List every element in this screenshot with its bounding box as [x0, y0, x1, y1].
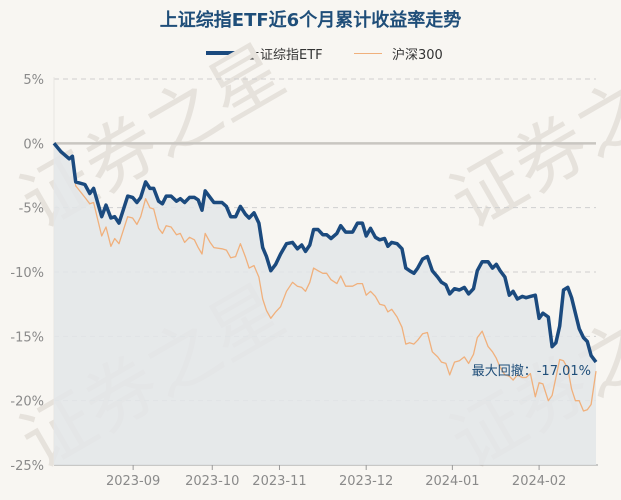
chart-legend: 上证综指ETF 沪深300: [0, 42, 621, 64]
x-tick-label: 2023-11: [252, 474, 306, 489]
legend-label-etf: 上证综指ETF: [247, 47, 323, 63]
legend-swatch-etf: [206, 51, 236, 55]
y-tick-label: -5%: [19, 202, 44, 217]
x-tick-label: 2024-02: [512, 474, 566, 489]
x-axis: 2023-09 2023-10 2023-11 2023-12 2024-01 2024-…: [53, 77, 598, 489]
y-tick-label: -10%: [10, 266, 44, 281]
x-tick-label: 2024-01: [425, 474, 479, 489]
max-drawdown-annotation: 最大回撤：-17.01%: [472, 363, 591, 379]
y-tick-label: 5%: [23, 73, 44, 88]
y-tick-label: -20%: [10, 395, 44, 410]
csi300-line: [53, 142, 597, 412]
legend-item-etf[interactable]: 上证综指ETF: [206, 42, 323, 64]
chart-title: 上证综指ETF近6个月累计收益率走势: [159, 10, 462, 31]
etf-line: [52, 142, 598, 364]
x-tick-label: 2023-12: [339, 474, 393, 489]
etf-area-fill: [54, 143, 596, 466]
legend-label-csi300: 沪深300: [392, 47, 443, 63]
y-tick-label: -15%: [10, 330, 44, 345]
legend-swatch-csi300: [354, 52, 382, 54]
y-tick-label: -25%: [10, 459, 44, 474]
x-tick-label: 2023-09: [106, 474, 160, 489]
x-tick-label: 2023-10: [185, 474, 239, 489]
y-axis: 5% 0% -5% -10% -15% -20% -25%: [10, 73, 44, 474]
legend-item-csi300[interactable]: 沪深300: [354, 42, 443, 64]
watermark-text: 证券之星: [437, 28, 621, 245]
y-tick-label: 0%: [23, 137, 44, 152]
